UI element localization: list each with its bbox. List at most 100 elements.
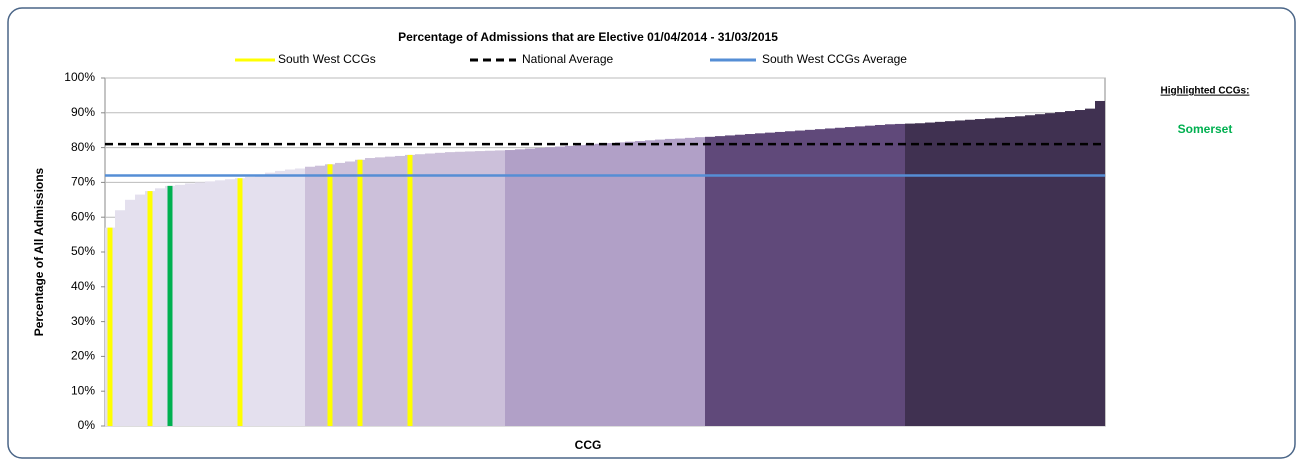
bar	[135, 194, 145, 426]
bar	[435, 152, 445, 426]
bar	[765, 132, 775, 427]
bar	[415, 154, 425, 426]
bar	[595, 143, 605, 426]
bar	[825, 128, 835, 426]
bar	[915, 123, 925, 427]
bar	[445, 152, 455, 426]
chart-title: Percentage of Admissions that are Electi…	[398, 30, 778, 44]
highlight-ccg-bar	[167, 185, 173, 426]
highlight-bar	[147, 191, 153, 426]
bar	[985, 118, 995, 427]
bar	[905, 123, 915, 426]
bar	[505, 150, 515, 426]
y-tick-label: 0%	[78, 418, 96, 432]
bar	[305, 166, 315, 427]
bar	[735, 134, 745, 426]
bar	[875, 124, 885, 426]
bar	[205, 181, 215, 426]
y-tick-label: 10%	[71, 383, 95, 397]
bar	[465, 151, 475, 427]
bar	[275, 170, 285, 426]
bar	[855, 126, 865, 426]
bar	[625, 141, 635, 426]
highlight-title: Highlighted CCGs:	[1161, 86, 1250, 97]
bar	[655, 139, 665, 426]
bar	[175, 184, 185, 426]
y-tick-label: 50%	[71, 244, 95, 258]
legend-label: South West CCGs	[278, 52, 376, 66]
y-tick-label: 60%	[71, 209, 95, 223]
bar	[645, 140, 655, 427]
bar	[265, 172, 275, 426]
bar	[1055, 112, 1065, 426]
highlight-bar	[237, 178, 243, 426]
bar	[965, 119, 975, 426]
bar	[705, 136, 715, 426]
bar	[845, 127, 855, 427]
highlight-bar	[357, 159, 363, 426]
bar	[1075, 110, 1085, 427]
bar	[155, 188, 165, 426]
bar	[295, 168, 305, 427]
bar	[585, 144, 595, 426]
bar	[945, 121, 955, 426]
y-tick-label: 30%	[71, 314, 95, 328]
bar	[215, 180, 225, 426]
bar	[755, 133, 765, 426]
bar	[195, 182, 205, 426]
bar	[1005, 116, 1015, 426]
bar	[535, 147, 545, 426]
bar	[675, 138, 685, 426]
highlight-name: Somerset	[1178, 122, 1233, 136]
bar	[1095, 100, 1105, 426]
bar	[525, 148, 535, 427]
bar	[865, 125, 875, 427]
bar	[1015, 116, 1025, 426]
y-axis-label: Percentage of All Admissions	[32, 167, 46, 336]
bar	[365, 158, 375, 427]
y-tick-label: 100%	[64, 70, 95, 84]
bar	[955, 120, 965, 427]
bar	[395, 155, 405, 426]
bar	[385, 156, 395, 426]
bar	[615, 142, 625, 426]
bar	[375, 157, 385, 426]
highlight-bar	[107, 227, 113, 426]
bar	[975, 119, 985, 427]
bar	[125, 199, 135, 426]
x-axis-label: CCG	[575, 438, 602, 452]
bar	[245, 176, 255, 426]
bar	[565, 145, 575, 427]
bar	[775, 131, 785, 426]
bar	[785, 131, 795, 426]
bar	[835, 127, 845, 426]
bar	[225, 179, 235, 426]
bar	[935, 121, 945, 427]
y-tick-label: 40%	[71, 279, 95, 293]
bar	[925, 122, 935, 426]
bar	[1085, 108, 1095, 427]
bar	[335, 162, 345, 427]
bar	[425, 153, 435, 427]
bar	[695, 137, 705, 426]
bar	[115, 210, 125, 426]
bar	[885, 124, 895, 426]
bar	[895, 123, 905, 426]
bar	[1035, 114, 1045, 426]
bar	[515, 149, 525, 426]
bar	[575, 145, 585, 426]
bar	[315, 165, 325, 427]
y-tick-label: 20%	[71, 349, 95, 363]
y-tick-label: 80%	[71, 140, 95, 154]
highlight-bar	[407, 154, 413, 426]
highlight-bar	[327, 164, 333, 426]
bar	[485, 150, 495, 426]
bar	[285, 169, 295, 427]
bar	[555, 146, 565, 426]
bar	[1065, 111, 1075, 426]
bar	[475, 151, 485, 426]
bar	[345, 161, 355, 426]
bar	[795, 130, 805, 426]
legend-label: South West CCGs Average	[762, 52, 907, 66]
